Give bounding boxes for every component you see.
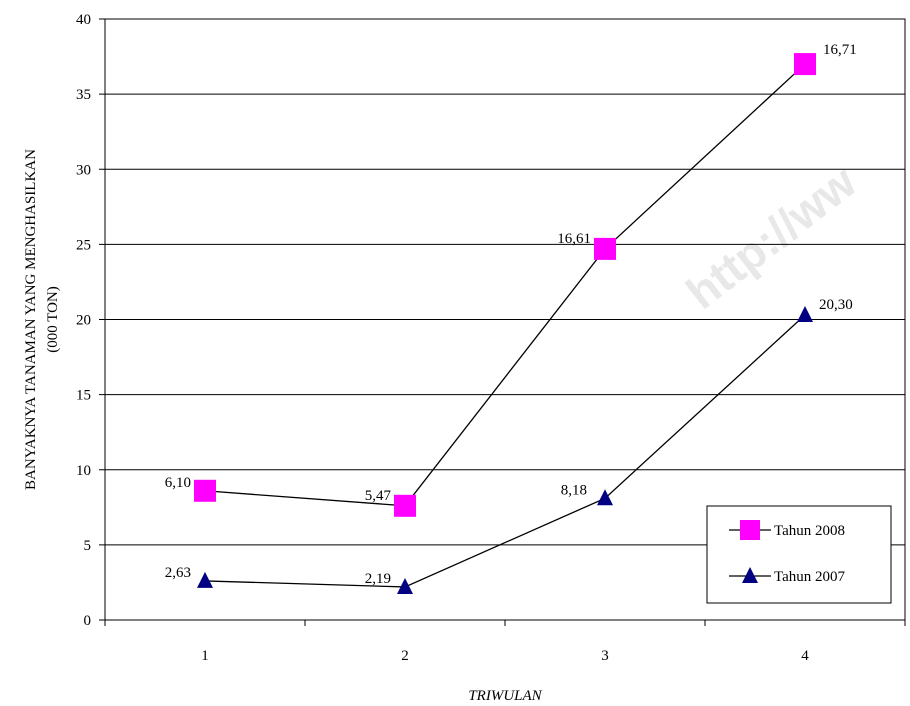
y-axis-ticks: 0 5 10 15 20 25 30 35 40: [76, 12, 105, 629]
data-label: 6,10: [165, 475, 191, 491]
y-tick-label: 25: [76, 237, 91, 253]
series-layer: 6,10 5,47 16,61 16,71 2,63 2,19 8,18 20,30: [165, 42, 857, 594]
series-line: [204, 63, 806, 507]
triangle-marker: [797, 305, 813, 322]
legend: Tahun 2008 Tahun 2007: [706, 505, 892, 604]
triangle-marker: [597, 489, 613, 506]
data-label: 2,63: [165, 565, 191, 581]
y-tick-label: 10: [76, 463, 91, 479]
y-tick-label: 30: [76, 162, 91, 178]
legend-label: Tahun 2008: [774, 523, 845, 539]
legend-box: [706, 505, 892, 604]
series-tahun-2008: 6,10 5,47 16,61 16,71: [165, 42, 857, 517]
series-line: [204, 314, 806, 588]
data-label: 16,61: [557, 231, 591, 247]
y-tick-label: 0: [84, 613, 92, 629]
gridlines: [105, 93, 905, 546]
legend-label: Tahun 2007: [774, 569, 846, 585]
x-tick-label: 3: [601, 648, 609, 664]
watermark: http://ww: [677, 155, 866, 319]
data-label: 2,19: [365, 571, 391, 587]
triangle-marker: [397, 577, 413, 594]
x-axis-ticks: 1 2 3 4: [104, 620, 906, 664]
square-marker: [594, 237, 616, 260]
y-tick-label: 5: [84, 538, 92, 554]
y-tick-label: 35: [76, 87, 91, 103]
x-tick-label: 1: [201, 648, 209, 664]
triangle-marker: [197, 571, 213, 588]
legend-triangle-marker: [742, 567, 758, 583]
data-label: 8,18: [561, 482, 587, 498]
square-marker: [394, 494, 416, 517]
data-label: 5,47: [365, 488, 392, 504]
series-tahun-2007: 2,63 2,19 8,18 20,30: [165, 297, 853, 594]
data-label: 20,30: [819, 297, 853, 313]
y-tick-label: 20: [76, 313, 91, 329]
x-axis-title: TRIWULAN: [468, 688, 542, 704]
legend-square-marker: [740, 520, 760, 540]
data-label: 16,71: [823, 42, 857, 58]
y-axis-title-line2: (000 TON): [45, 286, 61, 353]
y-tick-label: 40: [76, 12, 91, 28]
y-axis-title-line1: BANYAKNYA TANAMAN YANG MENGHASILKAN: [23, 149, 39, 490]
x-tick-label: 4: [801, 648, 809, 664]
y-tick-label: 15: [76, 388, 91, 404]
x-tick-label: 2: [401, 648, 409, 664]
square-marker: [194, 479, 216, 502]
square-marker: [794, 53, 816, 76]
